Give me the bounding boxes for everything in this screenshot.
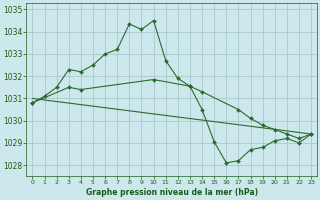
X-axis label: Graphe pression niveau de la mer (hPa): Graphe pression niveau de la mer (hPa) <box>86 188 258 197</box>
